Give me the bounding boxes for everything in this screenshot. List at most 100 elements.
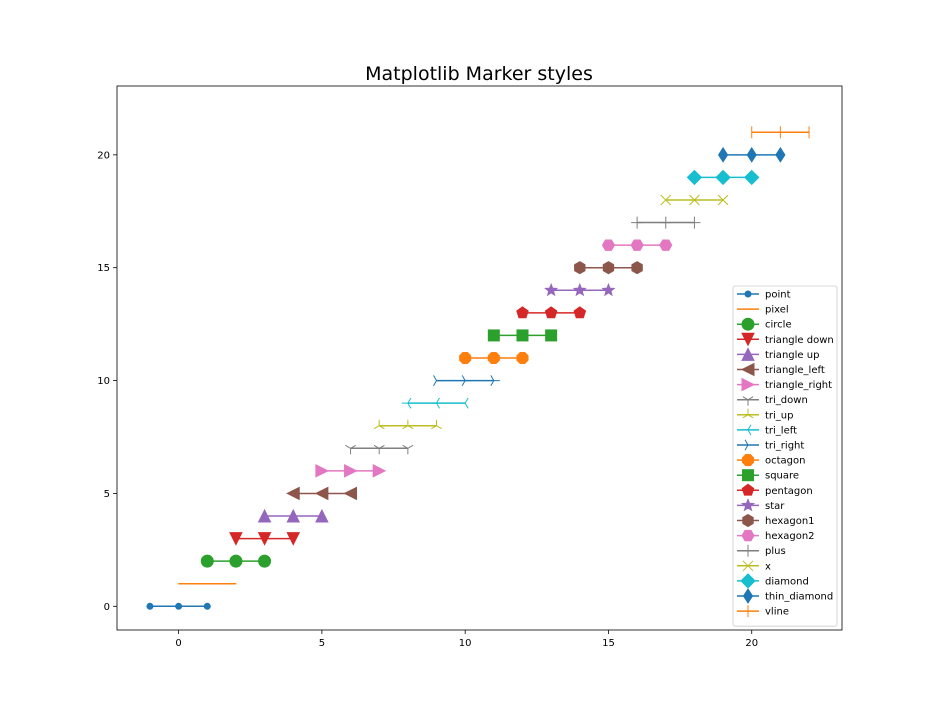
legend-entry-pentagon: pentagon xyxy=(737,483,813,497)
data-point-x xyxy=(717,194,729,206)
data-point-x xyxy=(689,194,700,206)
data-point-pentagon xyxy=(516,306,529,319)
data-point-octagon xyxy=(516,351,529,365)
axes: 0 5 10 15 20 0 5 10 15 20 xyxy=(97,85,843,649)
legend-label: square xyxy=(765,471,799,482)
data-point-pixel xyxy=(235,583,237,585)
legend-entry-x: x xyxy=(737,560,771,572)
legend-label: triangle up xyxy=(765,350,819,361)
legend-marker-square xyxy=(742,469,754,482)
data-point-triangle_right xyxy=(344,464,358,478)
legend-entry-thin_diamond: thin_diamond xyxy=(737,588,833,604)
legend-marker-circle xyxy=(741,317,755,331)
chart-title: Matplotlib Marker styles xyxy=(365,63,593,85)
data-point-square xyxy=(516,329,529,342)
legend-marker-tri_up xyxy=(742,408,754,419)
y-tick-label: 10 xyxy=(97,376,110,387)
series-hexagon2 xyxy=(601,239,673,251)
data-point-hexagon1 xyxy=(631,261,643,275)
data-point-point xyxy=(175,602,183,610)
legend-entry-hexagon2: hexagon2 xyxy=(737,529,815,542)
legend-marker-triangle_right xyxy=(741,377,756,392)
series-circle xyxy=(200,554,272,568)
legend-marker-plus xyxy=(742,544,754,557)
legend-label: x xyxy=(765,561,771,572)
legend-entry-tri_right: tri_right xyxy=(737,439,804,452)
legend-marker-tri_down xyxy=(742,396,754,406)
legend-entry-square: square xyxy=(737,469,799,482)
data-point-tri_up xyxy=(373,419,385,430)
legend-marker-star xyxy=(740,498,756,512)
legend-entry-point: point xyxy=(737,290,791,301)
data-point-circle xyxy=(258,554,272,568)
legend-label: tri_right xyxy=(765,441,804,452)
x-tick-label: 20 xyxy=(745,638,758,649)
data-point-tri_right xyxy=(461,375,472,387)
data-point-thin_diamond xyxy=(775,146,786,163)
data-point-circle xyxy=(200,554,214,568)
data-point-triangle_left xyxy=(314,486,329,501)
data-point-tri_down xyxy=(345,444,356,455)
legend-box xyxy=(732,285,838,627)
legend-label: tri_left xyxy=(765,425,797,436)
series-thin_diamond xyxy=(717,146,786,163)
data-point-tri_right xyxy=(433,375,443,387)
legend-marker-thin_diamond xyxy=(742,588,754,604)
data-point-pixel xyxy=(178,583,180,585)
series-tri_right xyxy=(433,375,500,387)
data-point-pentagon xyxy=(544,306,558,319)
x-tick-label: 5 xyxy=(319,638,325,649)
legend-entry-octagon: octagon xyxy=(737,454,805,467)
data-point-point xyxy=(146,602,154,610)
data-point-triangle_up xyxy=(315,508,329,523)
data-point-tri_up xyxy=(402,419,414,430)
data-point-star xyxy=(544,282,559,297)
legend-entry-plus: plus xyxy=(737,544,786,557)
legend-entry-star: star xyxy=(737,498,785,512)
x-tick-label: 0 xyxy=(175,638,181,649)
data-point-octagon xyxy=(487,351,500,365)
data-point-tri_down xyxy=(373,444,385,455)
legend-marker-triangle_left xyxy=(740,362,755,377)
legend-label: octagon xyxy=(765,456,805,467)
data-point-point xyxy=(203,602,211,610)
legend-label: triangle_left xyxy=(765,365,825,376)
legend-marker-triangle_down xyxy=(741,332,755,347)
data-point-triangle_down xyxy=(286,532,301,546)
data-point-hexagon1 xyxy=(602,261,615,275)
legend: point pixel circle triangle down triangle up… xyxy=(732,285,838,627)
legend-label: tri_down xyxy=(765,395,808,406)
data-point-plus xyxy=(659,216,672,229)
legend-label: triangle_right xyxy=(765,380,832,391)
legend-entry-tri_up: tri_up xyxy=(737,408,794,421)
series-triangle_down xyxy=(229,532,301,546)
data-point-star xyxy=(572,282,587,297)
series-hexagon1 xyxy=(574,261,643,275)
data-point-triangle_right xyxy=(315,464,330,478)
legend-marker-tri_left xyxy=(742,424,752,436)
data-point-thin_diamond xyxy=(746,146,757,163)
legend-label: star xyxy=(765,501,785,512)
data-point-square xyxy=(545,329,558,342)
legend-marker-tri_right xyxy=(744,439,754,451)
series-triangle_right xyxy=(315,464,387,478)
y-tick-label: 5 xyxy=(104,489,110,500)
legend-label: vline xyxy=(765,607,789,618)
data-point-octagon xyxy=(459,351,472,365)
legend-label: triangle down xyxy=(765,335,834,346)
legend-entry-triangle_left: triangle_left xyxy=(737,362,825,377)
data-point-circle xyxy=(229,554,243,568)
legend-entry-diamond: diamond xyxy=(737,573,809,589)
axes-frame xyxy=(116,85,843,631)
legend-label: point xyxy=(765,290,791,301)
series-pixel xyxy=(178,582,237,585)
data-point-diamond xyxy=(744,169,760,186)
series-plus xyxy=(631,216,701,229)
data-point-triangle_right xyxy=(372,464,387,478)
legend-entry-triangle_right: triangle_right xyxy=(737,377,832,392)
series-triangle_up xyxy=(257,508,329,523)
legend-marker-octagon xyxy=(741,454,755,467)
legend-label: thin_diamond xyxy=(765,592,833,603)
data-point-diamond xyxy=(686,169,703,186)
series-tri_down xyxy=(345,444,414,455)
